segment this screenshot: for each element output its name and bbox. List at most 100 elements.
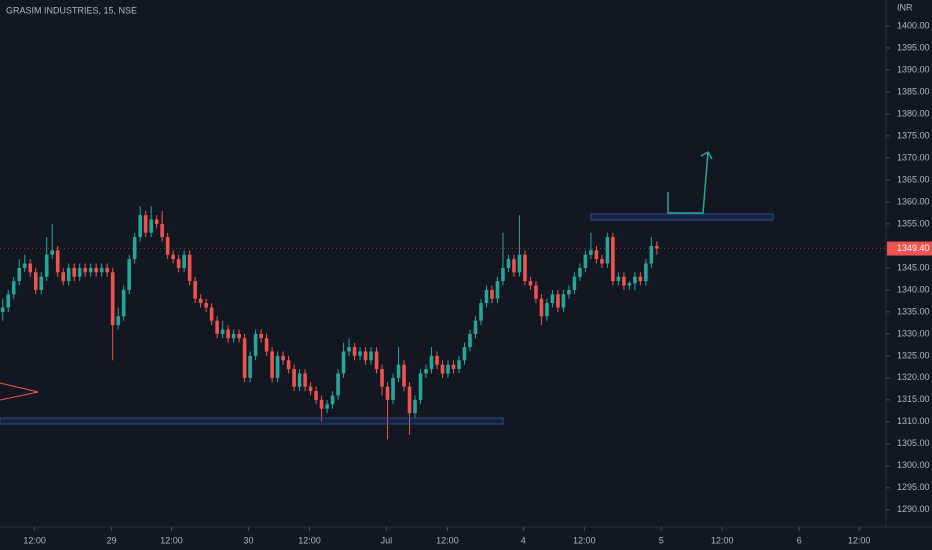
- candle-body: [627, 283, 632, 286]
- y-tick-label: 1335.00: [897, 306, 930, 316]
- candle-body: [215, 320, 219, 334]
- last-price-box: [887, 241, 932, 256]
- pattern-drawing: [0, 382, 39, 401]
- candle-body: [358, 351, 362, 356]
- y-tick-label: 1400.00: [897, 20, 930, 30]
- candle-body: [374, 351, 379, 370]
- candle-body: [44, 254, 49, 277]
- candle-body: [286, 360, 291, 370]
- candle-body: [479, 303, 483, 321]
- y-tick-label: 1320.00: [897, 372, 930, 382]
- candle-body: [446, 364, 450, 374]
- candle-body: [176, 259, 181, 268]
- candle-body: [171, 254, 175, 260]
- candle-body: [649, 245, 654, 264]
- y-tick-label: 1315.00: [897, 394, 930, 404]
- candle-body: [99, 267, 104, 273]
- candle-body: [33, 272, 38, 290]
- candle-body: [429, 355, 434, 370]
- arrow-head: [700, 150, 713, 160]
- candle-body: [605, 237, 610, 264]
- candle-body: [418, 373, 423, 400]
- candle-body: [655, 245, 659, 249]
- x-tick-label: 12:00: [436, 535, 459, 545]
- y-tick-label: 1380.00: [897, 108, 930, 118]
- candle-body: [319, 399, 324, 409]
- candle-body: [363, 351, 368, 361]
- candle-body: [264, 338, 269, 352]
- candle-body: [462, 347, 467, 361]
- candle-body: [127, 259, 131, 290]
- candle-body: [600, 259, 604, 264]
- candle-body: [396, 364, 401, 378]
- x-tick-label: 12:00: [711, 535, 734, 545]
- y-tick-label: 1325.00: [897, 350, 930, 360]
- y-tick-label: 1345.00: [897, 262, 930, 272]
- currency-label: INR: [897, 2, 913, 12]
- y-tick-label: 1360.00: [897, 196, 930, 206]
- candles: [0, 206, 659, 440]
- candle-body: [292, 369, 296, 387]
- last-price-label: 1349.40: [897, 243, 930, 253]
- x-tick-label: 12:00: [298, 535, 321, 545]
- chart-title: GRASIM INDUSTRIES, 15, NSE: [6, 5, 137, 15]
- y-tick-label: 1375.00: [897, 130, 930, 140]
- candle-body: [149, 219, 153, 233]
- candle-body: [39, 276, 44, 290]
- candle-body: [572, 276, 577, 290]
- candle-body: [6, 294, 11, 308]
- candle-body: [226, 329, 230, 339]
- candle-body: [484, 289, 489, 304]
- support-zone: [0, 417, 504, 425]
- x-tick-label: 29: [107, 535, 117, 545]
- candle-body: [451, 364, 456, 370]
- candle-body: [567, 289, 571, 295]
- candle-body: [88, 267, 93, 273]
- candle-body: [259, 333, 263, 339]
- candle-body: [545, 303, 549, 317]
- candle-body: [303, 373, 307, 387]
- candle-body: [380, 369, 384, 387]
- y-tick-label: 1390.00: [897, 64, 930, 74]
- candle-body: [369, 351, 373, 361]
- y-tick-label: 1370.00: [897, 152, 930, 162]
- candle-body: [495, 281, 500, 299]
- candle-body: [440, 364, 445, 374]
- candle-body: [242, 338, 247, 378]
- candle-body: [578, 267, 582, 277]
- candle-body: [391, 377, 395, 400]
- candle-body: [94, 267, 98, 273]
- candle-body: [231, 333, 236, 339]
- candle-body: [297, 373, 302, 387]
- candle-body: [325, 404, 329, 409]
- x-tick-label: Jul: [381, 535, 393, 545]
- candle-body: [424, 369, 428, 374]
- candle-body: [347, 347, 351, 352]
- candle-body: [330, 395, 335, 405]
- candle-body: [248, 355, 252, 378]
- candle-body: [0, 307, 5, 312]
- candle-body: [77, 267, 82, 277]
- y-tick-label: 1365.00: [897, 174, 930, 184]
- candle-body: [182, 254, 186, 268]
- candle-body: [638, 276, 643, 282]
- candle-body: [187, 254, 192, 282]
- candle-body: [341, 351, 346, 374]
- y-tick-label: 1330.00: [897, 328, 930, 338]
- candle-body: [561, 294, 566, 308]
- candle-body: [116, 316, 120, 326]
- candle-body: [83, 267, 88, 273]
- x-tick-label: 12:00: [573, 535, 596, 545]
- candle-body: [50, 250, 55, 255]
- candle-body: [220, 329, 225, 334]
- y-tick-label: 1290.00: [897, 504, 930, 514]
- candle-body: [143, 215, 148, 233]
- candle-body: [517, 254, 522, 273]
- candle-body: [523, 254, 527, 282]
- candle-body: [165, 237, 170, 255]
- candle-body: [352, 347, 357, 356]
- candle-body: [413, 399, 417, 414]
